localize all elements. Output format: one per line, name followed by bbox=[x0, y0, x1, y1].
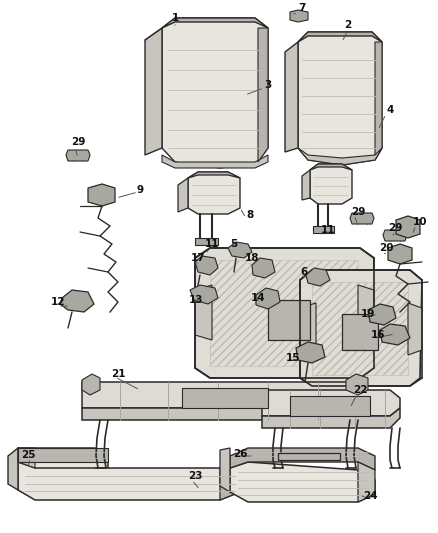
Text: 11: 11 bbox=[321, 225, 335, 235]
Polygon shape bbox=[396, 216, 420, 238]
Polygon shape bbox=[162, 18, 268, 168]
Polygon shape bbox=[408, 303, 422, 355]
Polygon shape bbox=[300, 303, 316, 355]
Polygon shape bbox=[375, 42, 382, 160]
Polygon shape bbox=[380, 324, 410, 345]
Text: 29: 29 bbox=[71, 137, 85, 147]
Polygon shape bbox=[290, 396, 370, 416]
Polygon shape bbox=[302, 170, 310, 200]
Text: 7: 7 bbox=[298, 3, 306, 13]
Polygon shape bbox=[298, 148, 382, 165]
Text: 18: 18 bbox=[245, 253, 259, 263]
Text: 11: 11 bbox=[205, 239, 219, 249]
Polygon shape bbox=[346, 374, 368, 395]
Polygon shape bbox=[278, 453, 340, 460]
Text: 29: 29 bbox=[388, 223, 402, 233]
Polygon shape bbox=[358, 462, 375, 502]
Polygon shape bbox=[82, 398, 368, 420]
Polygon shape bbox=[60, 290, 94, 312]
Polygon shape bbox=[262, 390, 400, 416]
Polygon shape bbox=[383, 230, 407, 241]
Polygon shape bbox=[285, 42, 298, 152]
Polygon shape bbox=[310, 164, 352, 170]
Text: 13: 13 bbox=[189, 295, 203, 305]
Polygon shape bbox=[256, 288, 280, 309]
Polygon shape bbox=[310, 164, 352, 204]
Polygon shape bbox=[190, 285, 218, 304]
Polygon shape bbox=[18, 448, 108, 462]
Polygon shape bbox=[298, 32, 382, 165]
Polygon shape bbox=[388, 244, 412, 264]
Polygon shape bbox=[18, 448, 108, 472]
Text: 17: 17 bbox=[191, 253, 205, 263]
Text: 24: 24 bbox=[363, 491, 377, 501]
Text: 9: 9 bbox=[137, 185, 144, 195]
Polygon shape bbox=[296, 342, 325, 363]
Polygon shape bbox=[298, 32, 382, 42]
Polygon shape bbox=[8, 448, 18, 490]
Polygon shape bbox=[18, 462, 240, 500]
Polygon shape bbox=[162, 155, 268, 168]
Polygon shape bbox=[18, 448, 35, 468]
Polygon shape bbox=[188, 172, 240, 178]
Polygon shape bbox=[195, 238, 218, 245]
Polygon shape bbox=[300, 270, 422, 386]
Polygon shape bbox=[368, 304, 396, 325]
Polygon shape bbox=[268, 300, 310, 340]
Text: 23: 23 bbox=[188, 471, 202, 481]
Text: 3: 3 bbox=[265, 80, 272, 90]
Text: 21: 21 bbox=[111, 369, 125, 379]
Text: 6: 6 bbox=[300, 267, 307, 277]
Polygon shape bbox=[342, 314, 378, 350]
Polygon shape bbox=[290, 10, 308, 22]
Text: 5: 5 bbox=[230, 239, 238, 249]
Polygon shape bbox=[350, 213, 374, 224]
Polygon shape bbox=[188, 172, 240, 214]
Text: 25: 25 bbox=[21, 450, 35, 460]
Polygon shape bbox=[195, 256, 218, 275]
Polygon shape bbox=[88, 184, 115, 206]
Polygon shape bbox=[66, 150, 90, 161]
Polygon shape bbox=[230, 462, 375, 502]
Text: 19: 19 bbox=[361, 309, 375, 319]
Polygon shape bbox=[313, 226, 334, 233]
Polygon shape bbox=[195, 248, 374, 378]
Text: 22: 22 bbox=[353, 385, 367, 395]
Polygon shape bbox=[230, 448, 375, 470]
Polygon shape bbox=[258, 28, 268, 162]
Text: 16: 16 bbox=[371, 330, 385, 340]
Text: 10: 10 bbox=[413, 217, 427, 227]
Polygon shape bbox=[82, 374, 100, 395]
Polygon shape bbox=[220, 468, 240, 500]
Polygon shape bbox=[252, 258, 275, 278]
Text: 29: 29 bbox=[351, 207, 365, 217]
Text: 2: 2 bbox=[344, 20, 352, 30]
Polygon shape bbox=[306, 268, 330, 286]
Polygon shape bbox=[262, 408, 400, 428]
Polygon shape bbox=[182, 388, 268, 408]
Polygon shape bbox=[195, 285, 212, 340]
Text: 20: 20 bbox=[379, 243, 393, 253]
Polygon shape bbox=[162, 18, 268, 28]
Text: 26: 26 bbox=[233, 449, 247, 459]
Text: 1: 1 bbox=[171, 13, 179, 23]
Polygon shape bbox=[228, 242, 252, 258]
Polygon shape bbox=[82, 382, 368, 408]
Polygon shape bbox=[145, 28, 162, 155]
Polygon shape bbox=[220, 448, 230, 492]
Polygon shape bbox=[358, 285, 374, 340]
Polygon shape bbox=[178, 178, 188, 212]
Text: 8: 8 bbox=[246, 210, 254, 220]
Text: 12: 12 bbox=[51, 297, 65, 307]
Text: 4: 4 bbox=[386, 105, 394, 115]
Text: 14: 14 bbox=[251, 293, 265, 303]
Text: 15: 15 bbox=[286, 353, 300, 363]
